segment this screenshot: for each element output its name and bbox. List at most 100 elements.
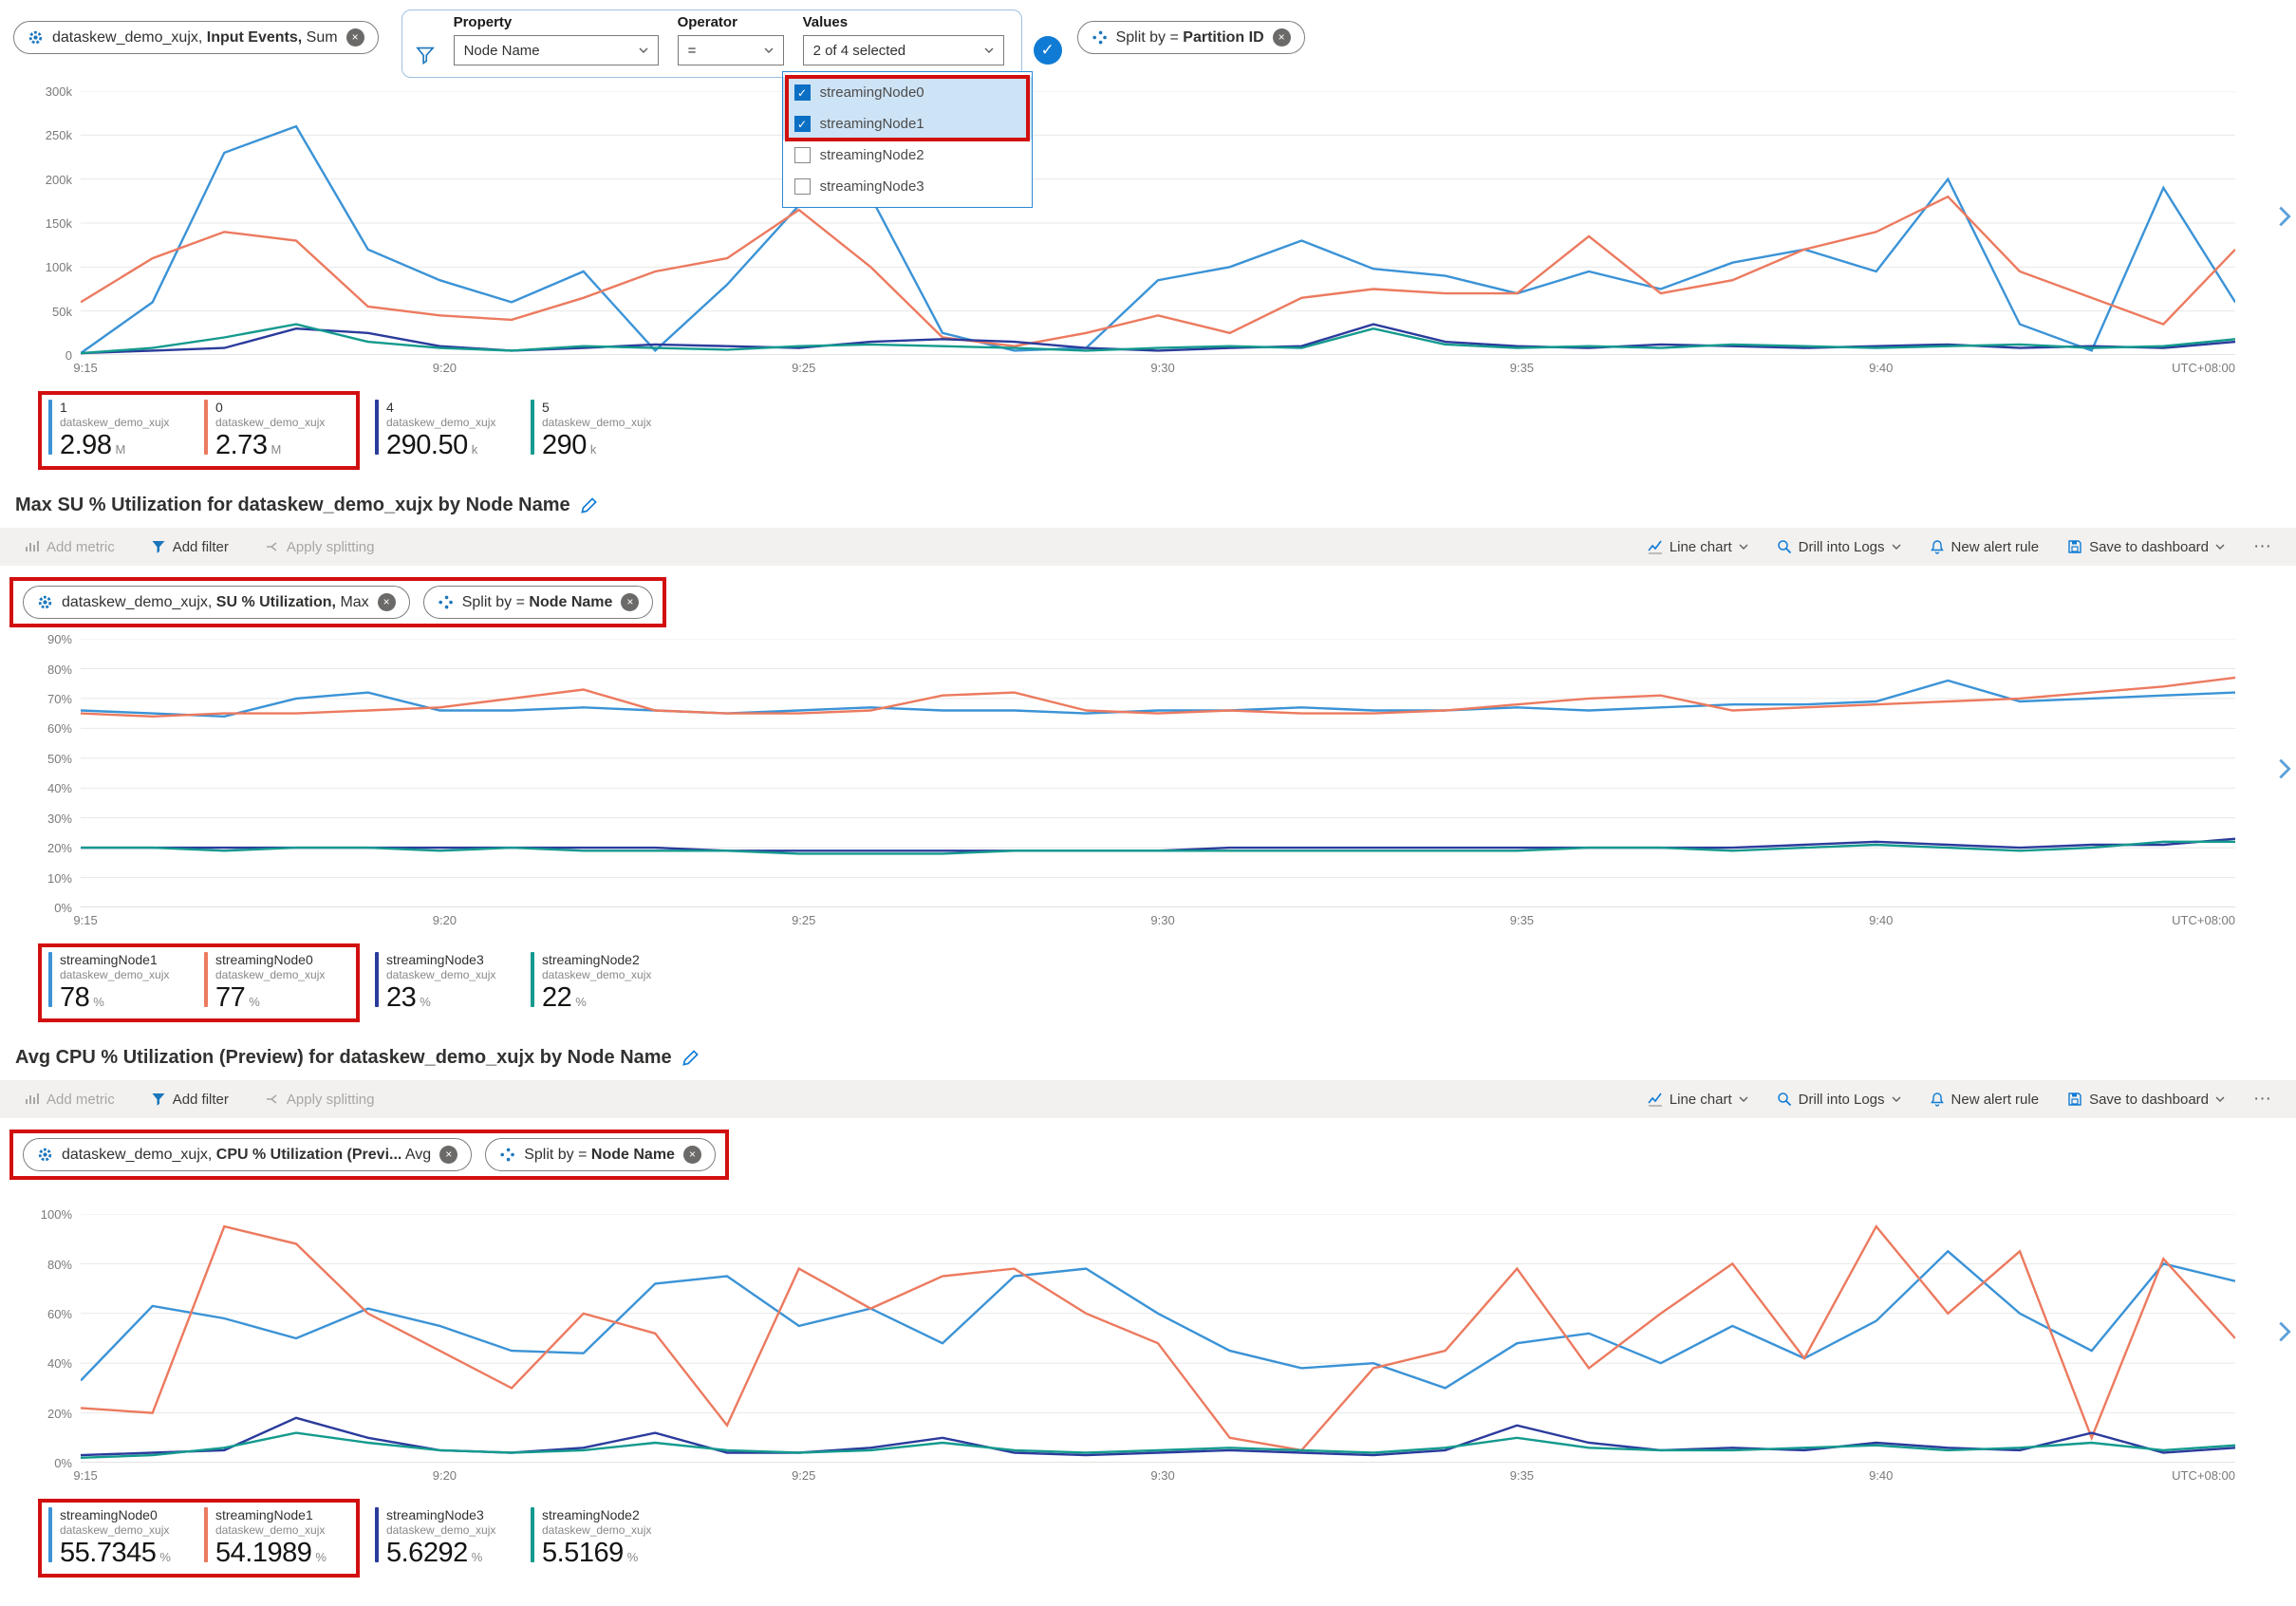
legend-item-streamingNode2[interactable]: streamingNode2 dataskew_demo_xujx 5.5169% xyxy=(531,1507,671,1569)
add-metric-button[interactable]: Add metric xyxy=(25,1092,115,1108)
apply-splitting-button[interactable]: Apply splitting xyxy=(265,1092,374,1108)
legend-item-streamingNode0[interactable]: streamingNode0 dataskew_demo_xujx 55.7345% xyxy=(48,1507,189,1569)
plot-area[interactable] xyxy=(81,639,2235,908)
chevron-right-icon[interactable] xyxy=(2278,1320,2291,1343)
save-to-dashboard-dropdown[interactable]: Save to dashboard xyxy=(2067,1092,2225,1108)
close-icon[interactable]: × xyxy=(377,593,396,612)
legend-item-streamingNode2[interactable]: streamingNode2 dataskew_demo_xujx 22% xyxy=(531,952,671,1014)
more-options-button[interactable]: ··· xyxy=(2253,536,2271,557)
x-axis-label: 9:20 xyxy=(432,361,457,375)
split-scatter-icon xyxy=(438,594,454,610)
value-option-streamingNode1[interactable]: ✓ streamingNode1 xyxy=(782,108,1032,140)
chevron-down-icon xyxy=(984,47,994,53)
checkbox-icon[interactable] xyxy=(793,147,811,163)
legend-series-name: streamingNode0 xyxy=(60,1507,158,1523)
apply-splitting-button[interactable]: Apply splitting xyxy=(265,539,374,555)
split-by-pill-node-name[interactable]: Split by = Node Name × xyxy=(422,586,654,620)
legend-value: 5.5169% xyxy=(542,1538,639,1569)
plot-area[interactable] xyxy=(81,1214,2235,1464)
legend-item-streamingNode3[interactable]: streamingNode3 dataskew_demo_xujx 23% xyxy=(375,952,515,1014)
series-1 xyxy=(81,124,2235,355)
chart-canvas[interactable] xyxy=(81,639,2235,908)
series-streamingNode0 xyxy=(81,1249,2235,1390)
more-options-button[interactable]: ··· xyxy=(2253,1089,2271,1110)
y-axis-label: 30% xyxy=(47,811,72,826)
line-chart-dropdown[interactable]: Line chart xyxy=(1648,539,1748,555)
x-axis-label: 9:25 xyxy=(792,361,816,375)
new-alert-rule-button[interactable]: New alert rule xyxy=(1930,539,2039,555)
value-option-streamingNode2[interactable]: streamingNode2 xyxy=(783,140,1032,171)
edit-pencil-icon[interactable] xyxy=(580,496,598,514)
legend-item-5[interactable]: 5 dataskew_demo_xujx 290 k xyxy=(531,400,671,461)
chevron-right-icon[interactable] xyxy=(2278,205,2291,228)
metric-pill-input-events[interactable]: dataskew_demo_xujx, Input Events, Sum × xyxy=(13,21,379,54)
series-0 xyxy=(81,195,2235,347)
plot-area[interactable] xyxy=(81,91,2235,355)
legend-item-streamingNode0[interactable]: streamingNode0 dataskew_demo_xujx 77% xyxy=(204,952,345,1014)
chart-canvas[interactable] xyxy=(81,91,2235,355)
x-axis-label: 9:30 xyxy=(1150,361,1175,375)
split-scatter-icon xyxy=(1092,29,1108,46)
split-by-value: Node Name xyxy=(590,1146,675,1163)
add-metric-label: Add metric xyxy=(47,1091,115,1108)
value-option-streamingNode0[interactable]: ✓ streamingNode0 xyxy=(782,77,1032,108)
chart-canvas[interactable] xyxy=(81,1214,2235,1464)
legend-value: 22% xyxy=(542,982,587,1014)
close-icon[interactable]: × xyxy=(621,593,640,612)
pill-metric: Input Events, xyxy=(206,28,303,46)
chevron-right-icon[interactable] xyxy=(2278,757,2291,780)
pill-text: dataskew_demo_xujx, CPU % Utilization (P… xyxy=(62,1147,431,1164)
close-icon[interactable]: × xyxy=(439,1146,458,1165)
checkbox-icon[interactable] xyxy=(793,178,811,195)
input-events-legend: 1 dataskew_demo_xujx 2.98 M 0 dataskew_demo_x… xyxy=(38,391,2296,471)
section-cpu-utilization: Avg CPU % Utilization (Preview) for data… xyxy=(0,1047,2296,1578)
close-icon[interactable]: × xyxy=(682,1146,701,1165)
metric-pill-cpu-utilization[interactable]: dataskew_demo_xujx, CPU % Utilization (P… xyxy=(23,1138,473,1172)
legend-text: 5 dataskew_demo_xujx 290 k xyxy=(542,400,651,461)
legend-item-streamingNode3[interactable]: streamingNode3 dataskew_demo_xujx 5.6292% xyxy=(375,1507,515,1569)
legend-item-streamingNode1[interactable]: streamingNode1 dataskew_demo_xujx 54.1989% xyxy=(204,1507,345,1569)
series-streamingNode0 xyxy=(81,676,2235,719)
add-filter-button[interactable]: Add filter xyxy=(151,539,229,555)
legend-color-bar xyxy=(48,1507,52,1563)
checkbox-icon[interactable]: ✓ xyxy=(793,116,811,132)
add-filter-button[interactable]: Add filter xyxy=(151,1092,229,1108)
line-chart-icon xyxy=(1648,539,1663,554)
pill-aggregation: Max xyxy=(340,593,369,610)
x-axis-label: 9:20 xyxy=(432,913,457,928)
apply-filter-button[interactable]: ✓ xyxy=(1033,36,1062,65)
legend-item-0[interactable]: 0 dataskew_demo_xujx 2.73 M xyxy=(204,400,345,461)
legend-value: 5.6292% xyxy=(386,1538,483,1569)
line-chart-dropdown[interactable]: Line chart xyxy=(1648,1092,1748,1108)
highlight-box-legend: 1 dataskew_demo_xujx 2.98 M 0 dataskew_demo_x… xyxy=(38,391,360,471)
operator-select[interactable]: = xyxy=(677,35,784,65)
value-option-streamingNode3[interactable]: streamingNode3 xyxy=(783,171,1032,202)
timezone-label: UTC+08:00 xyxy=(2172,1468,2235,1484)
add-metric-button[interactable]: Add metric xyxy=(25,539,115,555)
option-label: streamingNode3 xyxy=(819,178,924,195)
save-to-dashboard-dropdown[interactable]: Save to dashboard xyxy=(2067,539,2225,555)
drill-into-logs-label: Drill into Logs xyxy=(1798,538,1885,555)
metric-pill-su-utilization[interactable]: dataskew_demo_xujx, SU % Utilization, Ma… xyxy=(23,586,410,620)
property-select[interactable]: Node Name xyxy=(453,35,659,65)
drill-into-logs-icon xyxy=(1777,539,1792,554)
close-icon[interactable]: × xyxy=(345,28,364,47)
split-by-pill-node-name[interactable]: Split by = Node Name × xyxy=(485,1138,716,1172)
filter-editor-panel: Property Node Name Operator = Values 2 o… xyxy=(401,9,1033,208)
close-icon[interactable]: × xyxy=(1272,28,1291,47)
y-axis-label: 300k xyxy=(45,84,72,99)
legend-color-bar xyxy=(375,400,379,455)
values-select[interactable]: 2 of 4 selected xyxy=(802,35,1004,65)
drill-into-logs-dropdown[interactable]: Drill into Logs xyxy=(1777,539,1901,555)
legend-item-4[interactable]: 4 dataskew_demo_xujx 290.50 k xyxy=(375,400,515,461)
operator-label: Operator xyxy=(677,14,737,30)
toolbar-right: Line chart Drill into Logs New alert rul… xyxy=(1648,1089,2271,1110)
edit-pencil-icon[interactable] xyxy=(681,1049,700,1067)
legend-item-1[interactable]: 1 dataskew_demo_xujx 2.98 M xyxy=(48,400,189,461)
new-alert-rule-button[interactable]: New alert rule xyxy=(1930,1092,2039,1108)
checkbox-icon[interactable]: ✓ xyxy=(793,84,811,101)
legend-series-name: 1 xyxy=(60,400,67,415)
legend-item-streamingNode1[interactable]: streamingNode1 dataskew_demo_xujx 78% xyxy=(48,952,189,1014)
drill-into-logs-dropdown[interactable]: Drill into Logs xyxy=(1777,1092,1901,1108)
split-by-pill-partition-id[interactable]: Split by = Partition ID × xyxy=(1076,21,1305,54)
